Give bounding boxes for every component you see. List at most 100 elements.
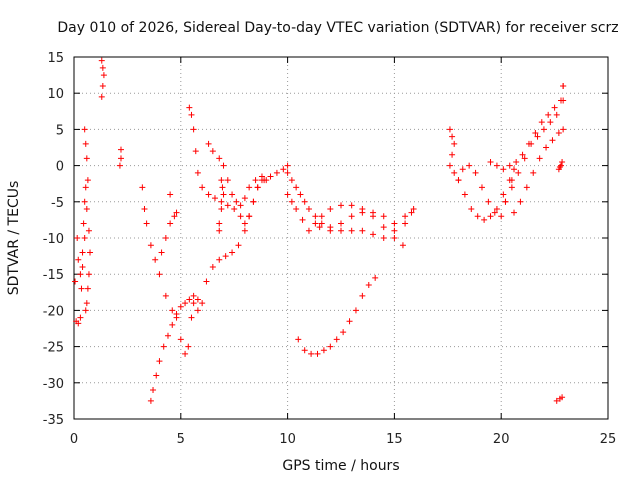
data-point — [316, 224, 323, 231]
data-point — [446, 162, 453, 169]
data-point — [177, 303, 184, 310]
data-point — [246, 184, 253, 191]
data-point — [199, 300, 206, 307]
data-point — [190, 300, 197, 307]
data-point — [346, 318, 353, 325]
data-point — [250, 198, 257, 205]
data-point — [229, 191, 236, 198]
data-point — [237, 202, 244, 209]
data-point — [284, 162, 291, 169]
data-point — [99, 64, 106, 71]
data-point — [297, 191, 304, 198]
data-point — [258, 173, 265, 180]
data-point — [493, 162, 500, 169]
data-points — [72, 57, 567, 404]
data-point — [84, 285, 91, 292]
data-point — [224, 177, 231, 184]
series-branch-c — [205, 140, 265, 209]
data-point — [498, 213, 505, 220]
data-point — [205, 191, 212, 198]
data-point — [451, 140, 458, 147]
data-point — [455, 177, 462, 184]
data-point — [318, 220, 325, 227]
data-point — [528, 140, 535, 147]
data-point — [147, 242, 154, 249]
data-point — [83, 155, 90, 162]
data-point — [188, 111, 195, 118]
data-point — [194, 307, 201, 314]
data-point — [147, 397, 154, 404]
data-point — [540, 126, 547, 133]
data-point — [466, 162, 473, 169]
data-point — [314, 350, 321, 357]
data-point — [220, 162, 227, 169]
data-point — [380, 213, 387, 220]
data-point — [284, 169, 291, 176]
data-point — [222, 253, 229, 260]
data-point — [459, 166, 466, 173]
data-point — [333, 336, 340, 343]
data-point — [85, 227, 92, 234]
data-point — [72, 278, 79, 285]
data-point — [549, 137, 556, 144]
data-point — [261, 177, 268, 184]
data-point — [513, 158, 520, 165]
series-mid-column — [116, 146, 124, 169]
data-point — [370, 231, 377, 238]
data-point — [171, 213, 178, 220]
data-point — [288, 198, 295, 205]
data-point — [162, 292, 169, 299]
y-tick-label: 10 — [47, 87, 64, 102]
data-point — [391, 220, 398, 227]
series-peak-b — [186, 104, 291, 227]
data-point — [267, 173, 274, 180]
data-point — [152, 256, 159, 263]
data-point — [543, 144, 550, 151]
data-point — [500, 166, 507, 173]
data-point — [515, 169, 522, 176]
y-axis-label: SDTVAR / TECUs — [6, 181, 22, 296]
y-tick-label: -5 — [51, 196, 64, 211]
data-point — [553, 397, 560, 404]
data-point — [80, 220, 87, 227]
data-point — [82, 184, 89, 191]
data-point — [536, 155, 543, 162]
data-point — [305, 227, 312, 234]
data-point — [205, 140, 212, 147]
x-tick-label: 5 — [177, 432, 185, 447]
series-wave-e — [284, 169, 415, 234]
x-tick-label: 20 — [493, 432, 510, 447]
data-point — [84, 177, 91, 184]
data-point — [538, 119, 545, 126]
data-point — [75, 320, 82, 327]
data-point — [188, 314, 195, 321]
data-point — [305, 206, 312, 213]
x-tick-label: 0 — [70, 432, 78, 447]
data-point — [235, 242, 242, 249]
data-point — [288, 177, 295, 184]
data-point — [299, 216, 306, 223]
data-point — [241, 220, 248, 227]
data-point — [487, 213, 494, 220]
data-point — [79, 249, 86, 256]
data-point — [560, 97, 567, 104]
data-point — [216, 155, 223, 162]
data-point — [156, 358, 163, 365]
data-point — [182, 350, 189, 357]
data-point — [359, 292, 366, 299]
data-point — [558, 162, 565, 169]
series-hook-d — [216, 177, 227, 234]
data-point — [318, 213, 325, 220]
data-point — [380, 235, 387, 241]
x-tick-label: 10 — [279, 432, 296, 447]
data-point — [559, 394, 566, 401]
data-point — [348, 213, 355, 220]
data-point — [194, 169, 201, 176]
data-point — [372, 274, 379, 281]
data-point — [224, 202, 231, 209]
data-point — [547, 119, 554, 126]
data-point — [402, 220, 409, 227]
data-point — [500, 191, 507, 198]
data-point — [474, 213, 481, 220]
data-point — [545, 111, 552, 118]
